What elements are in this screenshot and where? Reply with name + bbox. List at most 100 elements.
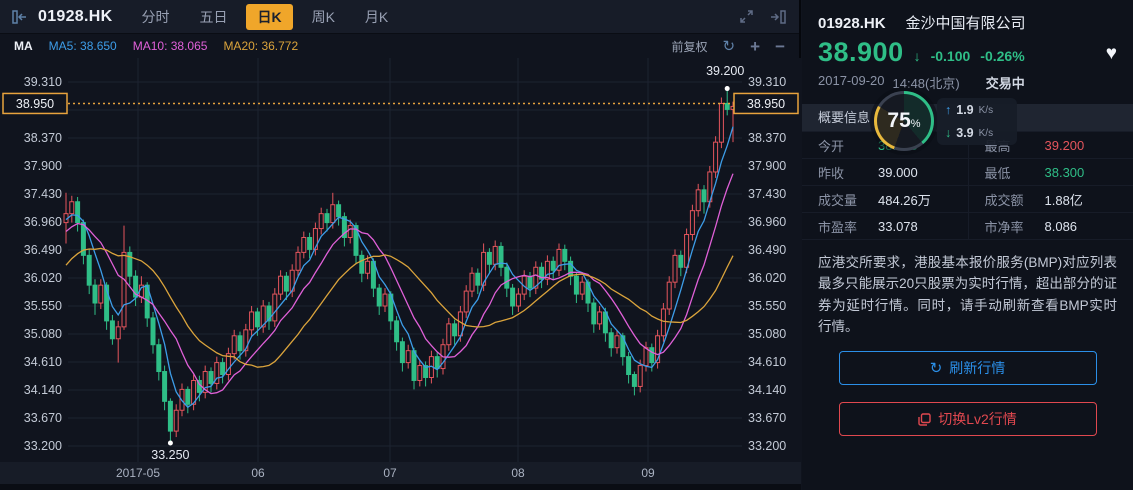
stat-label: 成交量 [818, 192, 858, 208]
candlestick-chart[interactable]: 2017-050607080939.31039.31038.84038.8403… [0, 58, 801, 490]
quote-company-name: 金沙中国有限公司 [905, 15, 1026, 32]
quote-price-row: 38.900 ↓ -0.100 -0.26% [802, 33, 1133, 68]
chart-window-controls [739, 9, 787, 24]
stat-cell: 成交额 1.88亿 [967, 186, 1133, 212]
refresh-quotes-button[interactable]: ↻ 刷新行情 [838, 351, 1097, 386]
stat-value: 8.086 [1044, 218, 1078, 234]
stat-label: 市净率 [984, 219, 1024, 235]
last-price: 38.900 [818, 37, 904, 67]
stat-label: 今开 [818, 138, 845, 154]
svg-text:38.950: 38.950 [16, 97, 54, 111]
upload-arrow-icon: ↑ [945, 103, 952, 117]
stat-label: 昨收 [818, 165, 845, 181]
svg-text:38.950: 38.950 [747, 97, 785, 111]
svg-text:35.550: 35.550 [24, 299, 62, 313]
symbol-title: 01928.HK [38, 7, 113, 25]
network-speed-overlay: ↑ 1.9 K/s ↓ 3.9 K/s [937, 98, 1017, 145]
svg-text:36.020: 36.020 [748, 271, 786, 285]
expand-icon[interactable] [739, 9, 754, 24]
lv2-layers-icon [918, 413, 931, 426]
ma-legend-bar: MA MA5: 38.650 MA10: 38.065 MA20: 36.772… [0, 34, 799, 58]
svg-text:34.140: 34.140 [748, 383, 786, 397]
adjust-mode-label[interactable]: 前复权 [671, 39, 708, 54]
price-down-arrow-icon: ↓ [913, 48, 921, 64]
svg-text:37.900: 37.900 [24, 159, 62, 173]
stat-cell: 最低 38.300 [967, 159, 1133, 185]
svg-text:39.200: 39.200 [706, 64, 744, 78]
stat-value: 1.88亿 [1044, 192, 1083, 208]
progress-value: 75% [877, 94, 931, 148]
stat-value: 33.078 [878, 218, 918, 234]
svg-text:36.490: 36.490 [24, 243, 62, 257]
stats-table: 今开38.900最高39.200昨收39.000最低38.300成交量484.2… [802, 131, 1133, 240]
period-tabs: 分时 五日 日K 周K 月K [130, 3, 399, 30]
ma-legend-title: MA [14, 39, 33, 53]
ma10-legend: MA10: 38.065 [132, 39, 208, 53]
stats-row: 成交量 484.26万 成交额 1.88亿 [802, 186, 1133, 213]
svg-text:33.200: 33.200 [748, 439, 786, 453]
tab-5day[interactable]: 五日 [199, 8, 228, 25]
tab-minute[interactable]: 分时 [141, 8, 170, 25]
svg-text:36.960: 36.960 [748, 215, 786, 229]
tab-monthly[interactable]: 月K [364, 8, 389, 25]
svg-text:39.310: 39.310 [748, 75, 786, 89]
download-speed: 3.9 [956, 126, 974, 140]
refresh-icon: ↻ [929, 359, 943, 377]
chart-section: 01928.HK 分时 五日 日K 周K 月K MA MA5: 38.650 MA10:… [0, 0, 801, 490]
upload-speed: 1.9 [956, 103, 974, 117]
quote-title-row: 01928.HK 金沙中国有限公司 [802, 0, 1133, 33]
svg-text:09: 09 [641, 466, 655, 480]
collapse-left-icon[interactable] [12, 9, 28, 24]
tab-daily[interactable]: 日K [246, 3, 293, 30]
stat-value: 39.200 [1044, 137, 1085, 153]
tab-weekly[interactable]: 周K [311, 8, 335, 25]
refresh-chart-icon[interactable]: ↻ [722, 37, 736, 55]
svg-text:36.960: 36.960 [24, 215, 62, 229]
svg-text:34.610: 34.610 [748, 355, 786, 369]
price-change: -0.100 [930, 48, 971, 64]
svg-text:08: 08 [511, 466, 525, 480]
quote-date: 2017-09-20 [818, 73, 885, 88]
zoom-out-icon[interactable]: − [775, 36, 785, 56]
stats-row: 昨收 39.000 最低 38.300 [802, 159, 1133, 186]
svg-text:37.430: 37.430 [24, 187, 62, 201]
quote-time-row: 2017-09-20 14:48(北京) 交易中 [802, 68, 1133, 92]
switch-lv2-button[interactable]: 切换Lv2行情 [838, 402, 1097, 437]
svg-text:2017-05: 2017-05 [116, 466, 160, 480]
bmp-disclaimer-text: 应港交所要求，港股基本报价服务(BMP)对应列表最多只能展示20只股票为实时行情… [818, 255, 1117, 334]
svg-text:36.020: 36.020 [24, 271, 62, 285]
zoom-in-icon[interactable]: + [750, 36, 761, 56]
svg-text:38.370: 38.370 [748, 131, 786, 145]
svg-text:34.610: 34.610 [24, 355, 62, 369]
svg-text:35.080: 35.080 [24, 327, 62, 341]
svg-text:33.200: 33.200 [24, 439, 62, 453]
stat-cell: 成交量 484.26万 [802, 186, 968, 212]
favorite-heart-icon[interactable]: ♥ [1105, 43, 1117, 64]
svg-text:37.900: 37.900 [748, 159, 786, 173]
ma20-legend: MA20: 36.772 [223, 39, 299, 53]
stat-cell: 市净率 8.086 [967, 213, 1133, 239]
svg-text:35.550: 35.550 [748, 299, 786, 313]
quote-symbol: 01928.HK [818, 15, 886, 32]
stat-value: 484.26万 [878, 192, 931, 208]
ma5-legend: MA5: 38.650 [48, 39, 117, 53]
market-status: 交易中 [985, 76, 1025, 91]
svg-text:33.250: 33.250 [151, 448, 189, 462]
svg-text:33.670: 33.670 [748, 411, 786, 425]
dock-right-icon[interactable] [770, 9, 787, 24]
svg-text:07: 07 [383, 466, 397, 480]
download-arrow-icon: ↓ [945, 126, 952, 140]
stat-label: 成交额 [984, 192, 1024, 208]
stat-label: 市盈率 [818, 219, 858, 235]
svg-text:33.670: 33.670 [24, 411, 62, 425]
svg-text:36.490: 36.490 [748, 243, 786, 257]
svg-text:39.310: 39.310 [24, 75, 62, 89]
stats-row: 市盈率 33.078 市净率 8.086 [802, 213, 1133, 240]
stat-value: 39.000 [878, 164, 918, 180]
stat-value: 38.300 [1044, 164, 1085, 180]
quote-time: 14:48(北京) [892, 76, 960, 91]
stat-cell: 昨收 39.000 [802, 159, 968, 185]
stat-label: 最低 [984, 165, 1011, 181]
svg-text:35.080: 35.080 [748, 327, 786, 341]
